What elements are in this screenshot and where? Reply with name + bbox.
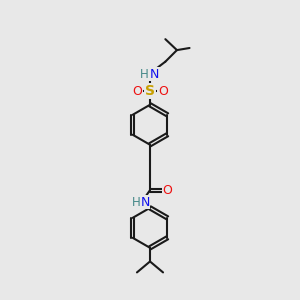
Text: O: O	[132, 85, 142, 98]
Text: O: O	[158, 85, 168, 98]
Text: H: H	[131, 196, 140, 209]
Text: S: S	[145, 84, 155, 98]
Text: N: N	[149, 68, 159, 81]
Text: H: H	[140, 68, 149, 81]
Text: O: O	[163, 184, 172, 197]
Text: N: N	[140, 196, 150, 209]
